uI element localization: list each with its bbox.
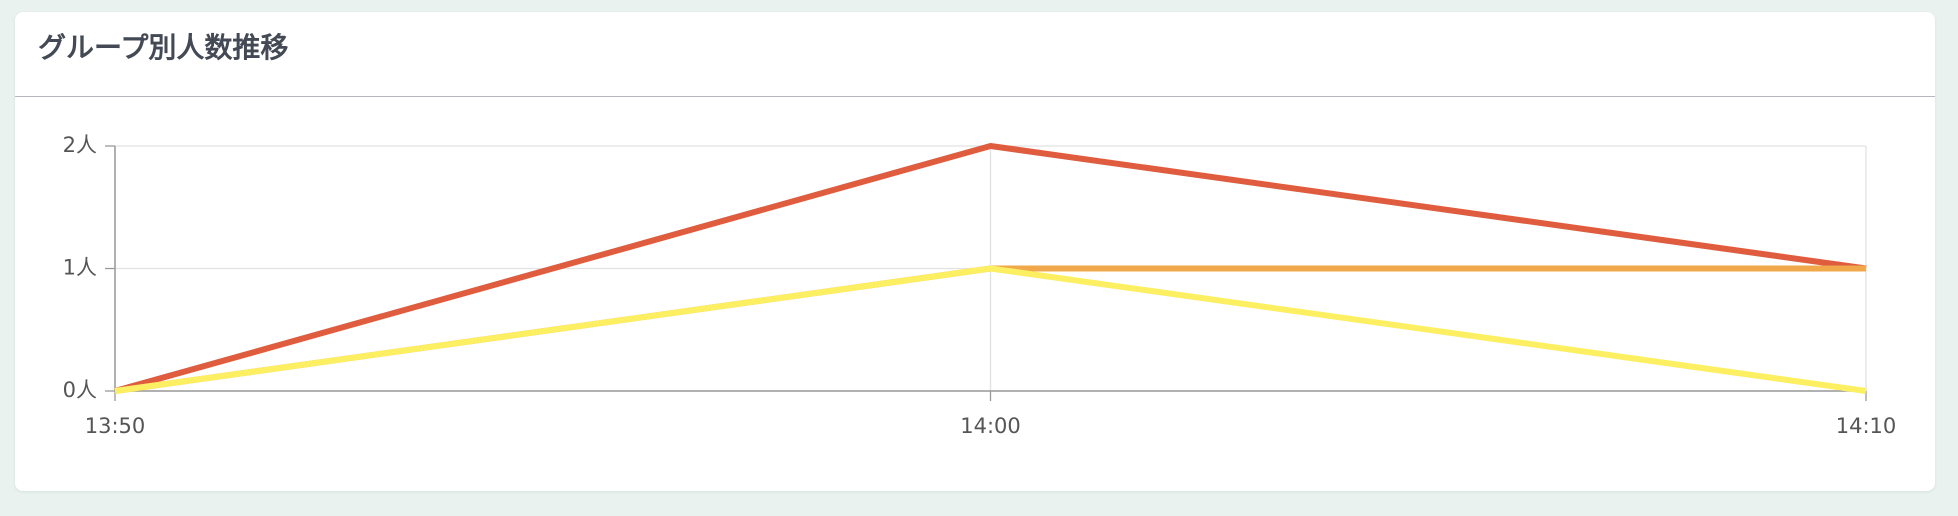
y-tick-label: 1人 [63,256,97,280]
series-line [114,265,1867,394]
y-tick-label: 2人 [63,133,97,157]
chart-card: グループ別人数推移 [15,12,1935,491]
y-tick-label: 0人 [63,378,97,402]
series-line [114,143,1867,394]
x-tick-label: 13:50 [85,414,146,438]
x-tick-label: 14:00 [960,414,1021,438]
chart-title: グループ別人数推移 [38,31,289,64]
x-tick-label: 14:10 [1836,414,1897,438]
divider [15,96,1935,97]
